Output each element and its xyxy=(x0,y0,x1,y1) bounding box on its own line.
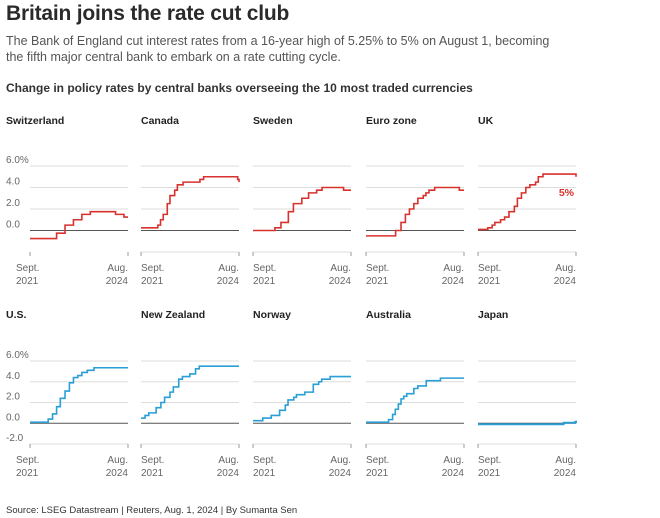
x-tick-label: Sept. xyxy=(16,455,39,466)
panel-switzerland: Switzerland 6.0% 4.0 2.0 0.0 Sept. 2021 Aug. 202… xyxy=(6,115,129,287)
x-tick-label: 2021 xyxy=(141,276,164,287)
x-tick-label: 2024 xyxy=(442,276,465,287)
panel-canada: Canada Sept. 2021 Aug. 2024 xyxy=(140,115,240,287)
panel-uk: UK Sept. 2021 Aug. 2024 5% xyxy=(477,115,577,287)
x-tick-label: 2024 xyxy=(442,468,465,479)
y-tick-label: 0.0 xyxy=(6,412,20,423)
x-tick-label: Sept. xyxy=(366,263,389,274)
x-tick-label: 2024 xyxy=(554,276,577,287)
y-tick-label: 2.0 xyxy=(6,392,20,403)
panel-title-uk: UK xyxy=(478,115,494,127)
x-tick-label: 2024 xyxy=(217,468,240,479)
x-tick-label: Aug. xyxy=(443,263,464,274)
x-tick-label: Aug. xyxy=(330,263,351,274)
panel-australia: Australia Sept. 2021 Aug. 2024 xyxy=(365,309,465,479)
series-line-euro-zone xyxy=(366,186,464,237)
series-line-uk xyxy=(478,173,577,231)
y-tick-label: 6.0% xyxy=(6,155,29,166)
y-tick-label: 6.0% xyxy=(6,350,29,361)
section-title: Change in policy rates by central banks … xyxy=(6,81,473,95)
subtitle: The Bank of England cut interest rates f… xyxy=(6,34,550,64)
panel-new-zealand: New Zealand Sept. 2021 Aug. 2024 xyxy=(140,309,240,479)
panel-title-switzerland: Switzerland xyxy=(6,115,64,127)
x-tick-label: Aug. xyxy=(443,455,464,466)
x-tick-label: Sept. xyxy=(16,263,39,274)
panel-title-euro-zone: Euro zone xyxy=(366,115,417,127)
x-tick-label: Aug. xyxy=(107,455,128,466)
series-line-sweden xyxy=(253,186,351,232)
panel-title-sweden: Sweden xyxy=(253,115,293,127)
panel-sweden: Sweden Sept. 2021 Aug. 2024 xyxy=(252,115,352,287)
x-tick-label: 2024 xyxy=(106,468,129,479)
panel-title-norway: Norway xyxy=(253,309,291,321)
series-line-switzerland xyxy=(30,210,128,240)
x-tick-label: 2021 xyxy=(478,276,501,287)
series-line-u-s xyxy=(30,366,128,424)
panel-title-canada: Canada xyxy=(141,115,179,127)
x-tick-label: Sept. xyxy=(253,263,276,274)
x-tick-label: 2021 xyxy=(16,468,39,479)
y-tick-label: 0.0 xyxy=(6,220,20,231)
x-tick-label: Aug. xyxy=(107,263,128,274)
x-tick-label: Aug. xyxy=(218,455,239,466)
panel-japan: Japan Sept. 2021 Aug. 2024 xyxy=(477,309,577,479)
panel-title-australia: Australia xyxy=(366,309,411,321)
series-line-norway xyxy=(253,375,351,422)
x-tick-label: Aug. xyxy=(218,263,239,274)
x-tick-label: 2021 xyxy=(16,276,39,287)
x-tick-label: Aug. xyxy=(330,455,351,466)
y-tick-label: 2.0 xyxy=(6,198,20,209)
x-tick-label: Aug. xyxy=(555,455,576,466)
x-tick-label: Sept. xyxy=(141,455,164,466)
series-line-new-zealand xyxy=(141,365,239,419)
x-tick-label: 2021 xyxy=(366,468,389,479)
x-tick-label: 2024 xyxy=(329,276,352,287)
panel-euro-zone: Euro zone Sept. 2021 Aug. 2024 xyxy=(365,115,465,287)
panel-u-s: U.S. 6.0% 4.0 2.0 0.0 -2.0 Sept. 2021 Aug. 2024 xyxy=(6,309,129,479)
x-tick-label: Sept. xyxy=(141,263,164,274)
series-line-australia xyxy=(366,377,464,424)
x-tick-label: 2024 xyxy=(329,468,352,479)
panel-title-japan: Japan xyxy=(478,309,508,321)
x-tick-label: 2021 xyxy=(253,468,276,479)
x-tick-label: 2021 xyxy=(366,276,389,287)
source-note: Source: LSEG Datastream | Reuters, Aug. … xyxy=(6,505,298,516)
x-tick-label: 2024 xyxy=(106,276,129,287)
y-tick-label: 4.0 xyxy=(6,371,20,382)
panel-title-new-zealand: New Zealand xyxy=(141,309,205,321)
x-tick-label: Sept. xyxy=(478,263,501,274)
x-tick-label: 2021 xyxy=(478,468,501,479)
annotation-label: 5% xyxy=(559,187,575,199)
y-tick-label: -2.0 xyxy=(6,433,24,444)
y-tick-label: 4.0 xyxy=(6,177,20,188)
x-tick-label: 2021 xyxy=(141,468,164,479)
panel-norway: Norway Sept. 2021 Aug. 2024 xyxy=(252,309,352,479)
headline: Britain joins the rate cut club xyxy=(6,2,290,25)
series-line-japan xyxy=(478,420,577,426)
series-line-canada xyxy=(141,175,240,229)
x-tick-label: 2021 xyxy=(253,276,276,287)
x-tick-label: Sept. xyxy=(366,455,389,466)
x-tick-label: Sept. xyxy=(478,455,501,466)
panel-title-u-s: U.S. xyxy=(6,309,27,321)
x-tick-label: Sept. xyxy=(253,455,276,466)
x-tick-label: 2024 xyxy=(217,276,240,287)
x-tick-label: 2024 xyxy=(554,468,577,479)
x-tick-label: Aug. xyxy=(555,263,576,274)
